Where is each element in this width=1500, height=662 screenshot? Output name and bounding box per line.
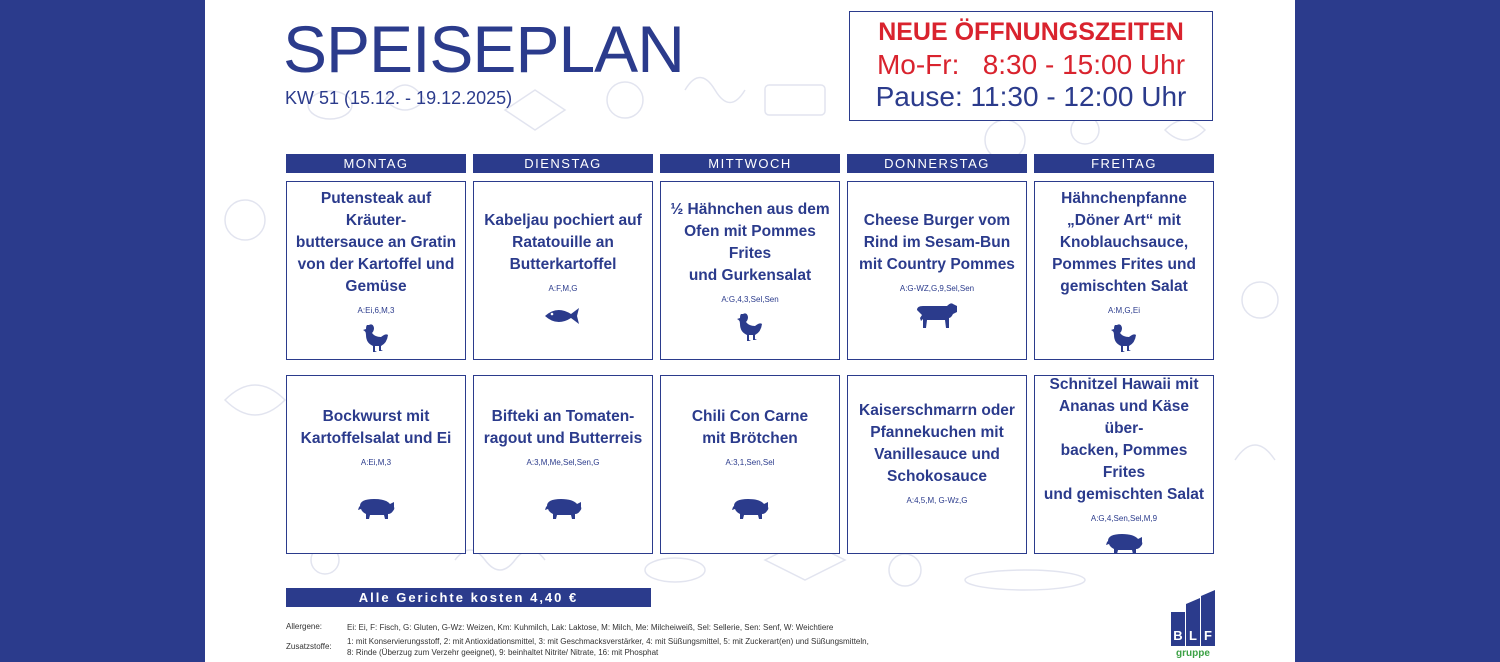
additive-legend-label: Zusatzstoffe:: [286, 642, 332, 651]
menu-card-montag-1: Putensteak auf Kräuter- buttersauce an G…: [286, 181, 466, 360]
dish-name: Bockwurst mit Kartoffelsalat und Ei: [300, 408, 452, 447]
dish-allergens: A:Ei,6,M,3: [357, 306, 395, 315]
day-header-freitag: FREITAG: [1034, 154, 1214, 173]
menu-card-dienstag-2: Bifteki an Tomaten- ragout und Butterrei…: [473, 375, 653, 554]
day-header-montag: MONTAG: [286, 154, 466, 173]
svg-text:gruppe: gruppe: [1176, 648, 1210, 658]
dish-name: ½ Hähnchen aus dem Ofen mit Pommes Frite…: [670, 201, 830, 284]
week-range: KW 51 (15.12. - 19.12.2025): [285, 88, 513, 108]
menu-card-mittwoch-1: ½ Hähnchen aus dem Ofen mit Pommes Frite…: [660, 181, 840, 360]
pig-icon: [543, 493, 583, 523]
day-header-donnerstag: DONNERSTAG: [847, 154, 1027, 173]
opening-hours-box: NEUE ÖFFNUNGSZEITEN Mo-Fr: 8:30 - 15:00 …: [849, 11, 1213, 121]
dish-name: Kaiserschmarrn oder Pfannekuchen mit Van…: [859, 402, 1015, 485]
additive-legend-text-1: 1: mit Konservierungsstoff, 2: mit Antio…: [347, 637, 869, 646]
dish-allergens: A:F,M,G: [548, 284, 578, 293]
menu-card-montag-2: Bockwurst mit Kartoffelsalat und Ei A:Ei…: [286, 375, 466, 554]
cow-icon: [915, 301, 959, 331]
dish-name: Cheese Burger vom Rind im Sesam-Bun mit …: [859, 212, 1015, 273]
pig-icon: [730, 493, 770, 523]
menu-card-donnerstag-2: Kaiserschmarrn oder Pfannekuchen mit Van…: [847, 375, 1027, 554]
chicken-icon: [737, 312, 763, 342]
dish-name: Bifteki an Tomaten- ragout und Butterrei…: [483, 408, 643, 447]
menu-card-freitag-2: Schnitzel Hawaii mit Ananas und Käse übe…: [1034, 375, 1214, 554]
menu-card-mittwoch-2: Chili Con Carne mit Brötchen A:3,1,Sen,S…: [660, 375, 840, 554]
price-banner: Alle Gerichte kosten 4,40 €: [286, 588, 651, 607]
dish-allergens: A:G-WZ,G,9,Sel,Sen: [899, 284, 975, 293]
allergen-legend-text: Ei: Ei, F: Fisch, G: Gluten, G-Wz: Weize…: [347, 623, 834, 632]
menu-sheet: SPEISEPLAN KW 51 (15.12. - 19.12.2025) N…: [205, 0, 1295, 662]
opening-hours-weekdays: Mo-Fr: 8:30 - 15:00 Uhr: [876, 49, 1186, 80]
dish-allergens: A:G,4,Sen,Sel,M,9: [1090, 514, 1158, 523]
pig-icon: [356, 493, 396, 523]
day-header-mittwoch: MITTWOCH: [660, 154, 840, 173]
menu-card-donnerstag-1: Cheese Burger vom Rind im Sesam-Bun mit …: [847, 181, 1027, 360]
dish-allergens: A:G,4,3,Sel,Sen: [721, 295, 779, 304]
menu-card-freitag-1: Hähnchenpfanne „Döner Art“ mit Knoblauch…: [1034, 181, 1214, 360]
food-doodle-background: [223, 76, 1279, 591]
blf-gruppe-logo: B L F gruppe: [1171, 590, 1216, 659]
svg-text:L: L: [1189, 628, 1197, 643]
svg-text:B: B: [1173, 628, 1182, 643]
svg-text:F: F: [1204, 628, 1212, 643]
additive-legend-text-2: 8: Rinde (Überzug zum Verzehr geeignet),…: [347, 648, 659, 657]
dish-name: Kabeljau pochiert auf Ratatouille an But…: [484, 212, 642, 273]
dish-allergens: A:M,G,Ei: [1107, 306, 1140, 315]
allergen-legend-label: Allergene:: [286, 622, 323, 631]
dish-allergens: A:3,M,Me,Sel,Sen,G: [526, 458, 600, 467]
dish-allergens: A:3,1,Sen,Sel: [725, 458, 775, 467]
dish-name: Putensteak auf Kräuter- buttersauce an G…: [295, 190, 457, 295]
page-title: SPEISEPLAN: [283, 12, 685, 86]
fish-icon: [545, 301, 581, 331]
day-header-dienstag: DIENSTAG: [473, 154, 653, 173]
dish-name: Hähnchenpfanne „Döner Art“ mit Knoblauch…: [1052, 190, 1196, 295]
chicken-icon: [1111, 323, 1137, 353]
dish-name: Schnitzel Hawaii mit Ananas und Käse übe…: [1043, 376, 1205, 503]
dish-allergens: A:Ei,M,3: [360, 458, 392, 467]
dish-name: Chili Con Carne mit Brötchen: [691, 408, 809, 447]
pig-icon: [1104, 531, 1144, 555]
opening-hours-pause: Pause: 11:30 - 12:00 Uhr: [875, 81, 1187, 112]
chicken-icon: [363, 323, 389, 353]
opening-hours-title: NEUE ÖFFNUNGSZEITEN: [878, 18, 1184, 46]
dish-allergens: A:4,5,M, G-Wz,G: [906, 496, 968, 505]
menu-card-dienstag-1: Kabeljau pochiert auf Ratatouille an But…: [473, 181, 653, 360]
